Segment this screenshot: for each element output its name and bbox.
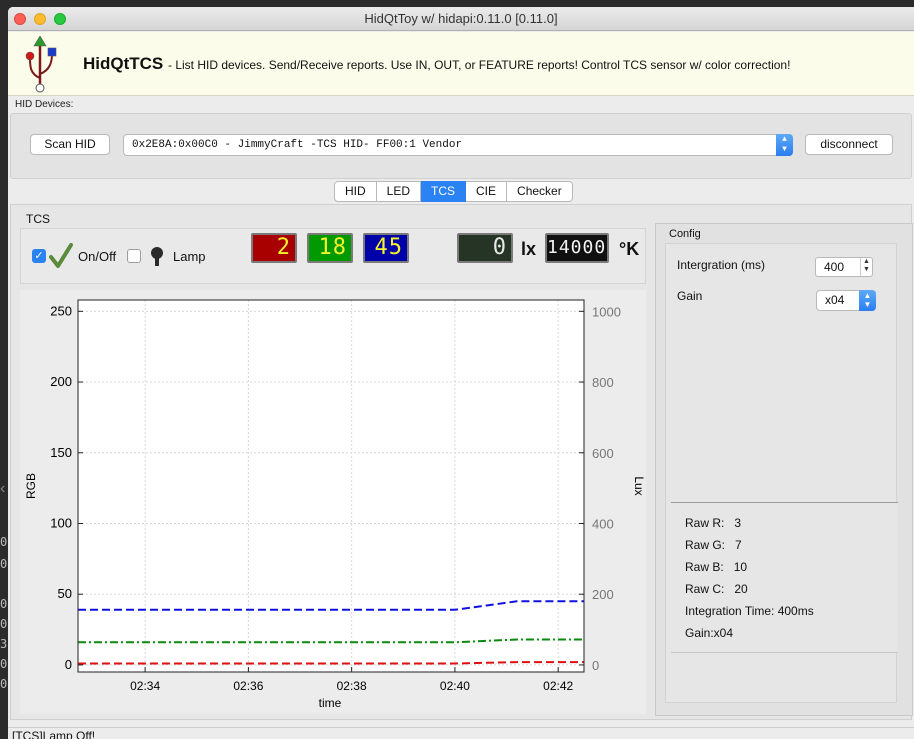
zoom-window-button[interactable]	[54, 13, 66, 25]
spin-arrows-icon[interactable]: ▲ ▼	[860, 258, 872, 276]
plot-frame	[77, 299, 585, 673]
raw-r-row: Raw R: 3	[685, 516, 741, 530]
integration-label: Intergration (ms)	[677, 258, 766, 272]
series-line-1	[78, 638, 584, 644]
config-group-title: Config	[669, 228, 701, 240]
disconnect-button[interactable]: disconnect	[805, 134, 893, 155]
y2-tick-label: 200	[592, 587, 614, 602]
x-axis-label: time	[319, 696, 342, 710]
cct-lcd-display: 14000	[545, 233, 609, 263]
y2-tick-label: 400	[592, 516, 614, 531]
x-tick-label: 02:36	[233, 679, 263, 693]
checkmark-icon	[49, 243, 73, 268]
gain-select[interactable]: x04 ▲ ▼	[816, 290, 876, 311]
raw-g-label: Raw G:	[685, 538, 726, 552]
tab-checker[interactable]: Checker	[507, 181, 573, 202]
blue-lcd-display: 45	[363, 233, 409, 263]
y2-tick-label: 600	[592, 446, 614, 461]
lamp-checkbox[interactable]	[127, 249, 141, 263]
integration-spinbox[interactable]: 400 ▲ ▼	[815, 257, 873, 277]
tab-cie[interactable]: CIE	[466, 181, 508, 202]
tab-hid[interactable]: HID	[334, 181, 377, 202]
y-tick-label: 200	[50, 374, 72, 389]
raw-b-label: Raw B:	[685, 560, 724, 574]
x-tick-label: 02:42	[543, 679, 573, 693]
app-banner: HidQtTCS - List HID devices. Send/Receiv…	[8, 32, 914, 96]
main-tab-bar: HID LED TCS CIE Checker	[334, 181, 573, 202]
integration-time-text: Integration Time: 400ms	[685, 604, 814, 618]
background-window-text: 0	[0, 535, 8, 549]
y-tick-label: 150	[50, 445, 72, 460]
raw-c-value: 20	[734, 582, 748, 596]
integration-value: 400	[824, 260, 845, 274]
background-window-chevron: ‹	[0, 480, 6, 497]
background-window-text: 0	[0, 617, 8, 631]
gain-label: Gain	[677, 289, 703, 303]
tab-led[interactable]: LED	[376, 181, 422, 202]
scan-hid-button[interactable]: Scan HID	[30, 134, 110, 155]
series-line-0	[78, 600, 584, 611]
raw-g-value: 7	[735, 538, 742, 552]
raw-c-row: Raw C: 20	[685, 582, 748, 596]
usb-logo-icon	[25, 36, 57, 93]
close-window-button[interactable]	[14, 13, 26, 25]
red-lcd-display: 2	[251, 233, 297, 263]
y-tick-label: 100	[50, 515, 72, 530]
x-tick-label: 02:38	[337, 679, 367, 693]
chevron-updown-icon[interactable]: ▲ ▼	[859, 290, 876, 311]
raw-values-panel	[671, 502, 898, 653]
gain-selected-value: x04	[825, 293, 845, 307]
lamp-label: Lamp	[173, 249, 206, 264]
series-line-2	[78, 661, 584, 665]
lamp-bulb-icon	[151, 247, 163, 266]
chart-grid	[78, 300, 584, 672]
raw-c-label: Raw C:	[685, 582, 725, 596]
hid-devices-label: HID Devices:	[15, 99, 74, 110]
lux-unit-label: lx	[521, 239, 537, 259]
y2-tick-label: 800	[592, 375, 614, 390]
green-lcd-display: 18	[307, 233, 353, 263]
app-description: - List HID devices. Send/Receive reports…	[168, 58, 791, 72]
y-axis-label: RGB	[24, 473, 38, 499]
lux-lcd-display: 0	[457, 233, 513, 263]
onoff-label: On/Off	[78, 249, 117, 264]
y-tick-label: 50	[58, 586, 72, 601]
chart-series-group	[78, 600, 584, 665]
raw-r-label: Raw R:	[685, 516, 725, 530]
y2-tick-label: 1000	[592, 304, 621, 319]
tab-tcs[interactable]: TCS	[421, 181, 467, 202]
gain-text: Gain:x04	[685, 626, 734, 640]
hid-device-select[interactable]: 0x2E8A:0x00C0 - JimmyCraft -TCS HID- FF0…	[123, 134, 793, 156]
raw-g-row: Raw G: 7	[685, 538, 742, 552]
raw-b-value: 10	[733, 560, 748, 574]
y2-axis-label: Lux	[632, 476, 646, 495]
y-tick-label: 250	[50, 303, 72, 318]
raw-b-row: Raw B: 10	[685, 560, 747, 574]
background-window-text: 0	[0, 597, 8, 611]
minimize-window-button[interactable]	[34, 13, 46, 25]
title-bar[interactable]: HidQtToy w/ hidapi:0.11.0 [0.11.0]	[8, 7, 914, 31]
chart-ticks: 02:34 02:36 02:38 02:40 02:42 0 50 100 150 200 250…	[50, 303, 621, 693]
plot-background	[78, 300, 584, 672]
tcs-group-title: TCS	[26, 212, 50, 226]
x-tick-label: 02:40	[440, 679, 470, 693]
status-bar: [TCS]Lamp Off!	[8, 727, 914, 739]
window-title: HidQtToy w/ hidapi:0.11.0 [0.11.0]	[364, 11, 558, 26]
cct-unit-label: °K	[619, 239, 640, 259]
status-message: [TCS]Lamp Off!	[12, 729, 96, 739]
onoff-checkbox[interactable]: ✓	[32, 249, 46, 263]
x-tick-label: 02:34	[130, 679, 160, 693]
background-window-text: 0	[0, 657, 8, 671]
background-window-text: 3	[0, 637, 8, 651]
background-window-text: 0	[0, 677, 8, 691]
y2-tick-label: 0	[592, 658, 599, 673]
app-name: HidQtTCS	[83, 54, 164, 73]
background-window-text: 0	[0, 557, 8, 571]
chevron-updown-icon[interactable]: ▲ ▼	[776, 134, 793, 156]
hid-device-selected-value: 0x2E8A:0x00C0 - JimmyCraft -TCS HID- FF0…	[132, 139, 463, 151]
y-tick-label: 0	[65, 657, 72, 672]
raw-r-value: 3	[734, 516, 742, 530]
